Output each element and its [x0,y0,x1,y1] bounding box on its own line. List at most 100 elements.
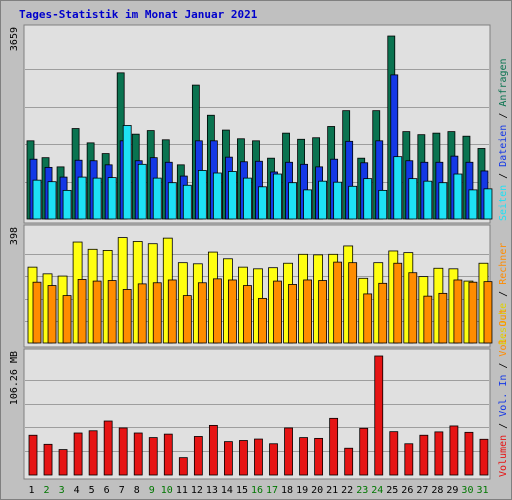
bar-rechner-day-25 [393,262,403,344]
day-label-3: 3 [59,485,65,496]
bar-volumen-day-16 [254,438,263,476]
bar-rechner-day-6 [107,280,117,344]
day-label-18: 18 [281,485,293,496]
bar-seiten-day-25 [393,156,403,220]
bar-seiten-day-14 [228,171,237,220]
bar-seiten-day-19 [303,189,312,220]
y-max-label: 398 [9,227,20,245]
bar-rechner-day-31 [483,281,493,344]
bar-volumen-day-12 [193,436,203,476]
bar-rechner-day-4 [77,279,87,344]
bar-rechner-day-22 [348,262,358,344]
series-besuche [27,237,489,344]
right-label-panel-3: Volumen / Vol. In / Vol. Out [498,308,509,477]
bar-seiten-day-5 [92,177,102,220]
bar-volumen-day-29 [449,425,459,476]
bar-seiten-day-1 [32,179,42,220]
bar-rechner-day-17 [273,280,282,344]
bar-rechner-day-5 [92,280,102,344]
bar-volumen-day-11 [178,457,188,476]
bar-rechner-day-26 [408,272,418,344]
bar-rechner-day-11 [182,295,192,344]
day-label-16: 16 [251,485,263,496]
y-max-label: 106.26 MB [9,351,20,405]
day-label-7: 7 [119,485,125,496]
series-seiten [32,125,493,220]
bar-rechner-day-16 [258,297,267,344]
bar-rechner-day-13 [212,278,222,344]
bar-volumen-day-21 [329,417,339,476]
right-label-part: / [498,107,509,125]
bar-seiten-day-10 [167,182,177,220]
bar-volumen-day-26 [404,443,414,476]
chart-panels: 3659 398 106.26 MB [9,24,493,480]
bar-rechner-day-30 [468,281,478,344]
right-label-part: Seiten [498,185,509,221]
day-label-28: 28 [431,485,443,496]
day-label-20: 20 [311,485,323,496]
bar-volumen-day-31 [479,438,489,476]
right-label-part: / [498,417,509,435]
bar-volumen-day-4 [73,432,83,476]
bar-volumen-day-5 [88,430,98,476]
bar-seiten-day-18 [288,182,297,220]
right-label-part: / [498,285,509,303]
bar-rechner-day-19 [303,279,312,344]
bar-seiten-day-13 [212,172,222,220]
bar-seiten-day-6 [107,177,117,220]
bar-seiten-day-22 [348,185,358,220]
bar-rechner-day-21 [333,261,343,344]
bar-seiten-day-8 [137,163,147,220]
bar-volumen-day-8 [133,432,143,476]
bar-volumen-day-17 [269,443,278,476]
bar-seiten-day-29 [453,173,463,220]
chart-title: Tages-Statistik im Monat Januar 2021 [19,8,258,21]
bar-seiten-day-27 [423,180,433,220]
day-label-4: 4 [74,485,80,496]
bar-volumen-day-13 [208,424,218,476]
right-label-part: Rechner [498,243,509,285]
bar-rechner-day-24 [378,282,388,344]
bar-volumen-day-15 [239,440,248,476]
bar-volumen-day-19 [299,437,308,476]
day-label-13: 13 [206,485,218,496]
bar-rechner-day-28 [438,292,448,344]
day-label-8: 8 [134,485,140,496]
bar-volumen-day-2 [43,443,53,476]
bar-seiten-day-16 [258,186,267,220]
day-label-26: 26 [401,485,413,496]
bar-rechner-day-23 [363,293,373,344]
bar-volumen-day-1 [28,434,38,476]
bar-seiten-day-21 [333,181,343,220]
bar-seiten-day-17 [273,173,282,220]
bar-rechner-day-7 [122,289,132,344]
bar-rechner-day-1 [32,281,42,344]
bar-volumen-day-27 [419,434,429,476]
bar-rechner-day-3 [62,295,72,344]
bar-seiten-day-23 [363,178,373,220]
bar-rechner-day-9 [152,282,162,344]
day-label-22: 22 [341,485,353,496]
right-label-part: / [498,167,509,185]
day-label-31: 31 [476,485,488,496]
bar-rechner-day-29 [453,279,463,344]
right-label-panel-2: Besuche / Rechner [498,243,509,345]
day-label-10: 10 [161,485,173,496]
bar-seiten-day-15 [243,177,252,220]
series-volumen [28,355,489,476]
day-label-21: 21 [326,485,338,496]
bar-seiten-day-3 [62,189,72,220]
day-label-11: 11 [176,485,188,496]
right-label-part: Volumen [498,435,509,477]
bar-volumen-day-24 [374,355,384,476]
bar-volumen-day-14 [224,441,233,476]
day-label-17: 17 [266,485,278,496]
bar-rechner-day-2 [47,285,57,344]
right-label-part: Anfragen [498,58,509,106]
bar-rechner-day-14 [228,279,237,344]
bar-seiten-day-28 [438,182,448,220]
day-label-6: 6 [104,485,110,496]
bar-volumen-day-7 [118,427,128,476]
right-label-part: Vol. In [498,375,509,417]
